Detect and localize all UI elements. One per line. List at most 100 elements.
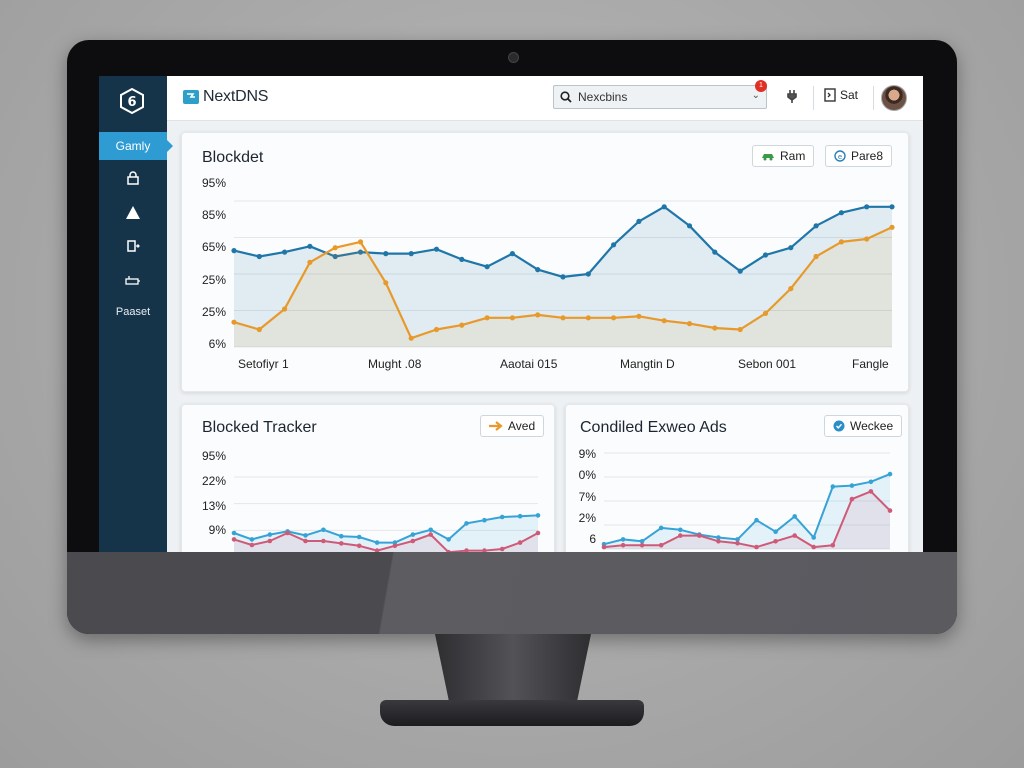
data-point[interactable] xyxy=(661,204,667,210)
data-point[interactable] xyxy=(735,540,740,546)
data-point[interactable] xyxy=(249,542,255,548)
data-point[interactable] xyxy=(792,533,797,538)
data-point[interactable] xyxy=(374,548,380,552)
data-point[interactable] xyxy=(231,319,237,325)
data-point[interactable] xyxy=(661,318,667,324)
data-point[interactable] xyxy=(267,532,273,537)
avatar[interactable] xyxy=(881,85,907,111)
data-point[interactable] xyxy=(585,271,591,277)
data-point[interactable] xyxy=(482,548,487,552)
data-point[interactable] xyxy=(762,252,769,258)
data-point[interactable] xyxy=(697,533,702,538)
data-point[interactable] xyxy=(464,521,469,526)
data-point[interactable] xyxy=(678,527,683,533)
data-point[interactable] xyxy=(887,508,893,513)
data-point[interactable] xyxy=(716,539,721,544)
data-point[interactable] xyxy=(231,530,237,536)
data-point[interactable] xyxy=(611,315,617,321)
data-point[interactable] xyxy=(560,315,566,321)
data-point[interactable] xyxy=(499,546,505,552)
account-button[interactable]: Sat xyxy=(824,88,858,102)
data-point[interactable] xyxy=(560,274,566,280)
data-point[interactable] xyxy=(446,537,451,542)
data-point[interactable] xyxy=(383,251,389,257)
data-point[interactable] xyxy=(754,544,759,550)
data-point[interactable] xyxy=(620,537,626,542)
data-point[interactable] xyxy=(332,245,338,251)
data-point[interactable] xyxy=(636,313,642,319)
data-point[interactable] xyxy=(811,535,816,540)
data-point[interactable] xyxy=(332,253,338,260)
pare8-button[interactable]: e Pare8 xyxy=(825,145,893,167)
data-point[interactable] xyxy=(267,538,273,544)
data-point[interactable] xyxy=(678,533,683,538)
data-point[interactable] xyxy=(849,483,855,488)
data-point[interactable] xyxy=(282,306,288,312)
data-point[interactable] xyxy=(408,335,414,341)
data-point[interactable] xyxy=(428,527,433,533)
notification-badge[interactable]: 1 xyxy=(755,80,767,92)
data-point[interactable] xyxy=(408,251,414,257)
data-point[interactable] xyxy=(535,530,541,536)
data-point[interactable] xyxy=(611,242,617,248)
data-point[interactable] xyxy=(383,280,389,286)
data-point[interactable] xyxy=(484,315,490,321)
data-point[interactable] xyxy=(639,542,645,548)
data-point[interactable] xyxy=(792,514,797,519)
data-point[interactable] xyxy=(658,542,664,548)
data-point[interactable] xyxy=(356,534,362,540)
data-point[interactable] xyxy=(428,532,433,537)
data-point[interactable] xyxy=(410,538,416,544)
chevron-down-icon[interactable]: ⌄ xyxy=(751,90,760,101)
data-point[interactable] xyxy=(868,479,874,485)
data-point[interactable] xyxy=(773,529,778,534)
app-logo-icon[interactable]: 6 xyxy=(119,88,145,114)
data-point[interactable] xyxy=(712,325,718,331)
search-input[interactable]: Nexcbins ⌄ xyxy=(553,85,767,109)
data-point[interactable] xyxy=(864,204,870,210)
data-point[interactable] xyxy=(256,253,262,260)
warning-icon[interactable] xyxy=(123,203,143,221)
data-point[interactable] xyxy=(830,484,836,489)
ram-button[interactable]: Ram xyxy=(752,145,815,167)
data-point[interactable] xyxy=(811,544,816,550)
weckee-button[interactable]: Weckee xyxy=(824,415,903,437)
data-point[interactable] xyxy=(517,513,523,519)
device-icon[interactable] xyxy=(123,237,143,255)
data-point[interactable] xyxy=(231,248,237,254)
data-point[interactable] xyxy=(712,249,718,255)
data-point[interactable] xyxy=(716,535,721,540)
data-point[interactable] xyxy=(849,496,855,502)
data-point[interactable] xyxy=(433,246,440,252)
data-point[interactable] xyxy=(830,542,836,548)
data-point[interactable] xyxy=(868,489,874,494)
plug-icon[interactable] xyxy=(785,89,799,108)
data-point[interactable] xyxy=(889,224,895,230)
data-point[interactable] xyxy=(499,514,505,520)
data-point[interactable] xyxy=(307,243,313,249)
data-point[interactable] xyxy=(788,245,794,251)
data-point[interactable] xyxy=(303,533,308,538)
data-point[interactable] xyxy=(788,286,794,292)
data-point[interactable] xyxy=(639,539,645,544)
data-point[interactable] xyxy=(773,539,778,544)
data-point[interactable] xyxy=(339,533,344,539)
data-point[interactable] xyxy=(231,537,237,542)
data-point[interactable] xyxy=(464,548,469,552)
data-point[interactable] xyxy=(446,549,451,552)
sidebar-item-active[interactable]: Gamly xyxy=(99,132,173,160)
data-point[interactable] xyxy=(339,541,344,546)
data-point[interactable] xyxy=(392,540,398,545)
data-point[interactable] xyxy=(737,268,743,274)
data-point[interactable] xyxy=(484,264,490,270)
data-point[interactable] xyxy=(256,326,262,333)
data-point[interactable] xyxy=(459,322,465,328)
data-point[interactable] xyxy=(889,204,895,210)
data-point[interactable] xyxy=(658,525,664,531)
router-icon[interactable] xyxy=(123,271,143,289)
data-point[interactable] xyxy=(282,249,288,255)
data-point[interactable] xyxy=(686,321,693,327)
lock-icon[interactable] xyxy=(123,169,143,187)
data-point[interactable] xyxy=(636,218,642,224)
data-point[interactable] xyxy=(321,527,326,533)
